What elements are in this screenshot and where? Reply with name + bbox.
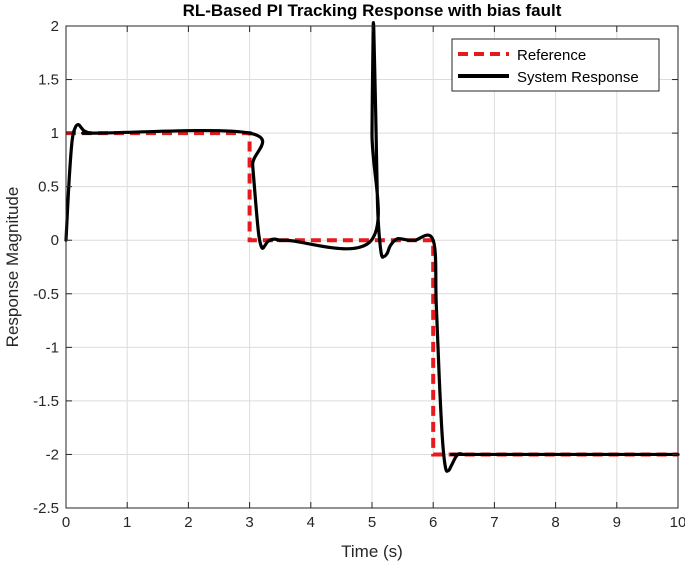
x-tick-label: 2 — [184, 514, 192, 531]
y-tick-label: 1.5 — [38, 72, 59, 89]
series-layer — [64, 21, 680, 473]
x-tick-label: 10 — [670, 514, 685, 531]
legend: Reference System Response — [451, 38, 660, 92]
y-tick-label: -1.5 — [33, 393, 59, 410]
x-tick-label: 1 — [123, 514, 131, 531]
x-tick-label: 6 — [429, 514, 437, 531]
series-line-system-response — [64, 21, 680, 473]
x-tick-label: 3 — [245, 514, 253, 531]
x-tick-label: 8 — [551, 514, 559, 531]
tick-layer: 0 1 2 3 4 5 6 7 8 9 10 2 1.5 1 0.5 0 -0.5 -1 -1.5 -2 -2.5 — [33, 18, 685, 531]
legend-box — [451, 38, 660, 92]
legend-label-system-response: System Response — [517, 69, 639, 86]
y-axis-label: Response Magnitude — [3, 187, 22, 348]
y-tick-label: -1 — [46, 339, 59, 356]
y-tick-label: 2 — [51, 18, 59, 35]
y-tick-label: -0.5 — [33, 286, 59, 303]
x-tick-label: 5 — [368, 514, 376, 531]
x-axis-label: Time (s) — [341, 542, 403, 561]
legend-label-reference: Reference — [517, 47, 586, 64]
x-tick-label: 9 — [613, 514, 621, 531]
x-tick-label: 7 — [490, 514, 498, 531]
x-tick-label: 0 — [62, 514, 70, 531]
y-tick-label: -2.5 — [33, 500, 59, 517]
y-tick-label: -2 — [46, 446, 59, 463]
y-tick-label: 0 — [51, 232, 59, 249]
x-tick-label: 4 — [307, 514, 315, 531]
chart-title: RL-Based PI Tracking Response with bias … — [183, 1, 562, 20]
y-tick-label: 0.5 — [38, 179, 59, 196]
y-tick-label: 1 — [51, 125, 59, 142]
